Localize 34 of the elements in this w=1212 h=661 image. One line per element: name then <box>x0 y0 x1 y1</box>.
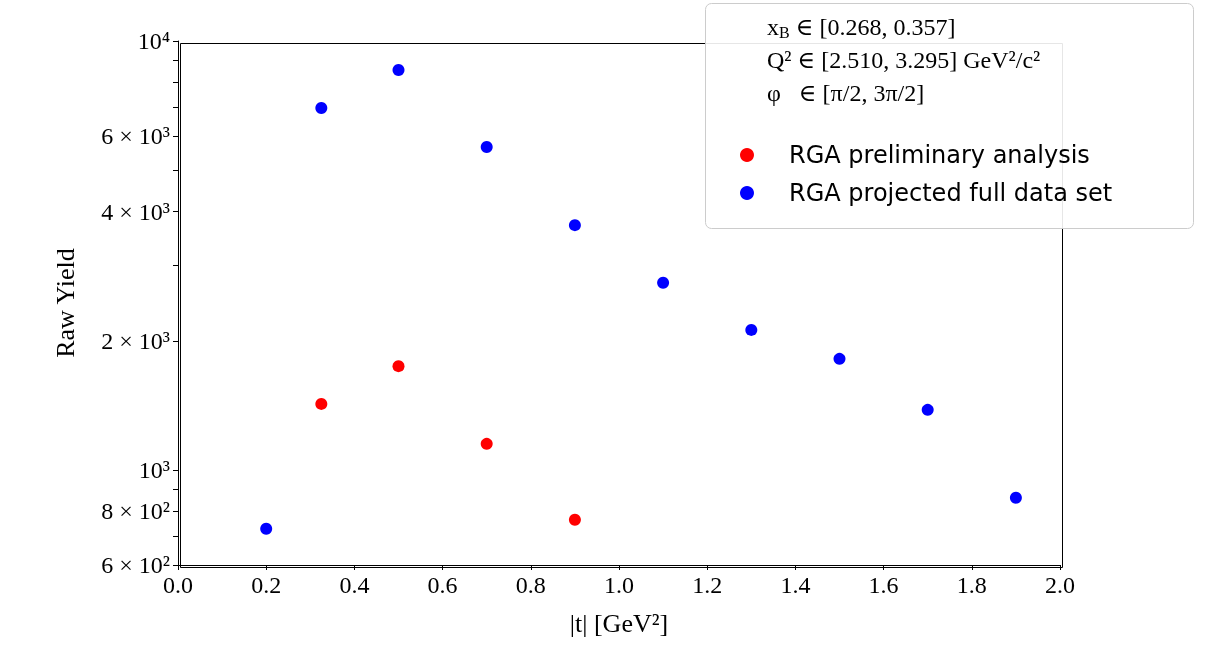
x-tick-label: 0.8 <box>515 572 546 598</box>
y-tick-label: 10⁴ <box>137 28 170 54</box>
point <box>392 63 405 76</box>
point <box>480 141 493 153</box>
point <box>315 101 328 114</box>
x-tick-label: 0.6 <box>427 572 458 598</box>
y-tick-label: 10³ <box>138 456 170 483</box>
y-axis-title: Raw Yield <box>50 248 80 358</box>
y-tick-label: 8 × 10² <box>101 498 170 525</box>
point <box>568 219 581 232</box>
point <box>315 397 328 410</box>
x-tick-label: 1.8 <box>956 572 987 598</box>
point <box>568 513 581 526</box>
y-tick-label: 6 × 10³ <box>101 123 170 150</box>
point <box>392 360 405 373</box>
point <box>260 522 273 535</box>
x-tick-label: 1.4 <box>780 572 811 598</box>
x-tick-label: 0.2 <box>251 572 282 598</box>
point <box>833 352 846 365</box>
y-tick-label: 2 × 10³ <box>101 327 170 354</box>
x-tick-label: 1.0 <box>604 572 634 598</box>
point <box>921 403 934 416</box>
x-tick-label: 1.6 <box>868 572 899 598</box>
point <box>1009 491 1022 504</box>
point <box>745 323 758 336</box>
x-axis-title: |t| [GeV²] <box>569 608 669 638</box>
x-tick-label: 2.0 <box>1045 572 1075 598</box>
y-tick-label: 4 × 10³ <box>101 198 170 225</box>
point <box>480 437 493 450</box>
legend-label: RGA projected full data set <box>789 179 1113 207</box>
x-tick-label: 1.2 <box>692 572 723 598</box>
legend-label: RGA preliminary analysis <box>789 141 1090 169</box>
point <box>657 276 670 289</box>
x-tick-label: 0.4 <box>339 572 370 598</box>
